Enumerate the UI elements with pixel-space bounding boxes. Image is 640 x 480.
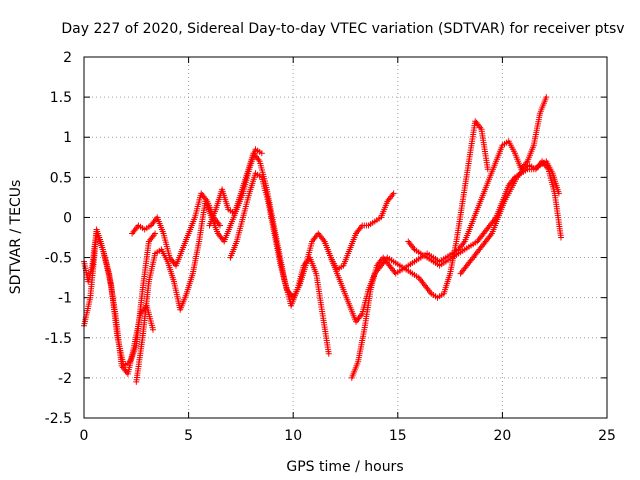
plot-frame (83, 56, 608, 419)
y-tick-label: 2 (63, 50, 72, 66)
x-tick-label: 20 (493, 428, 511, 444)
y-axis-label: SDTVAR / TECUs (8, 180, 24, 295)
plus-markers (206, 150, 332, 357)
series-satellite-track-4 (133, 146, 265, 385)
series-trace (229, 172, 395, 299)
series-satellite-track-3 (129, 190, 223, 269)
y-tick-label: 0.5 (50, 170, 72, 186)
data-series (81, 94, 564, 385)
y-tick-label: 0 (63, 210, 72, 226)
plus-markers (227, 170, 397, 301)
plus-markers (129, 190, 223, 269)
series-satellite-track-8 (348, 94, 550, 381)
y-tick-label: -2.5 (45, 411, 72, 427)
x-tick-label: 15 (389, 428, 407, 444)
x-tick-label: 10 (284, 428, 302, 444)
y-tick-label: -0.5 (45, 251, 72, 267)
series-trace (208, 152, 330, 354)
x-axis-label: GPS time / hours (286, 459, 403, 475)
chart-title: Day 227 of 2020, Sidereal Day-to-day VTE… (61, 21, 624, 37)
y-tick-label: 1.5 (50, 90, 72, 106)
series-trace (351, 96, 547, 379)
series-satellite-track-5 (206, 150, 332, 357)
axes: 0 5 10 15 20 25 -2.5 -2 -1.5 -1 -0.5 0 0.5 1 1.5 2 (45, 50, 616, 444)
y-tick-label: -1 (58, 291, 72, 307)
y-tick-label: -1.5 (45, 331, 72, 347)
y-tick-label: -2 (58, 371, 72, 387)
plus-markers (457, 158, 564, 277)
series-satellite-track-7 (321, 118, 491, 325)
series-satellite-track-6 (227, 170, 397, 301)
x-tick-label: 25 (598, 428, 616, 444)
plus-markers (348, 94, 550, 381)
series-satellite-track-10 (457, 158, 564, 277)
x-tick-label: 5 (184, 428, 193, 444)
x-tick-label: 0 (80, 428, 89, 444)
y-tick-label: 1 (63, 130, 72, 146)
plus-markers (321, 118, 491, 325)
series-trace (324, 120, 489, 323)
